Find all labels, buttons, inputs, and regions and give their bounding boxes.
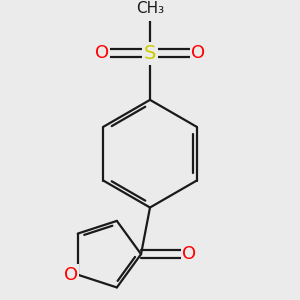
Text: O: O: [95, 44, 109, 62]
Text: O: O: [64, 266, 78, 284]
Text: O: O: [191, 44, 205, 62]
Text: CH₃: CH₃: [136, 1, 164, 16]
Text: O: O: [182, 245, 196, 263]
Text: S: S: [144, 44, 156, 63]
